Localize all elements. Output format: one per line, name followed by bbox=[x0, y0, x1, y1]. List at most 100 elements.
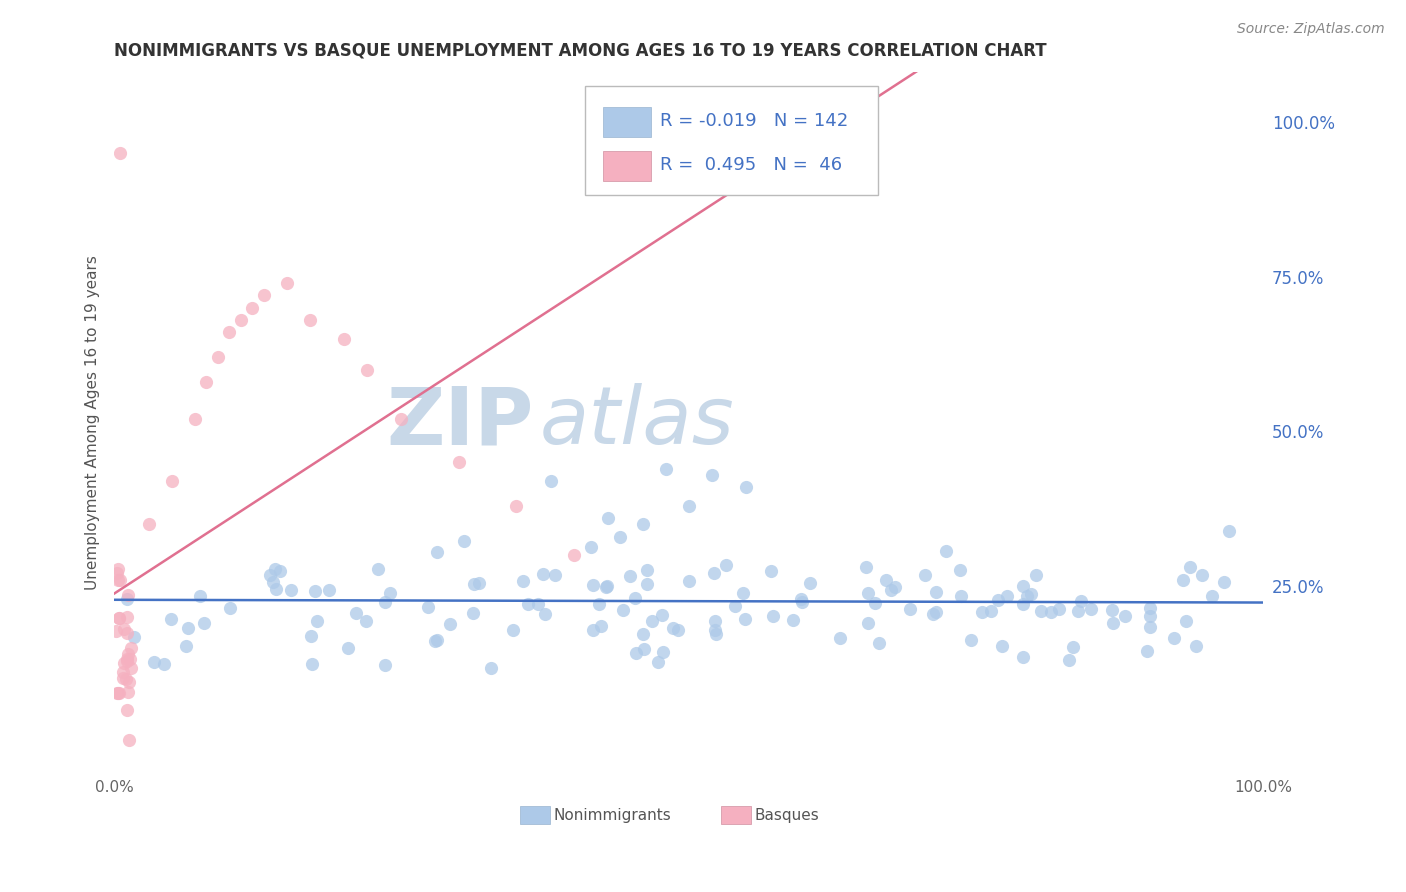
Point bbox=[115, 610, 138, 624]
Point bbox=[1178, 560, 1201, 574]
Point bbox=[987, 593, 1010, 607]
Point bbox=[516, 597, 538, 611]
Point bbox=[276, 276, 298, 290]
Point bbox=[526, 598, 548, 612]
Point bbox=[1017, 589, 1039, 603]
Point bbox=[735, 480, 758, 494]
Point bbox=[1012, 579, 1035, 593]
Point bbox=[108, 610, 131, 624]
Point bbox=[1039, 605, 1062, 619]
Point bbox=[318, 583, 340, 598]
Text: Source: ZipAtlas.com: Source: ZipAtlas.com bbox=[1237, 22, 1385, 37]
Point bbox=[1019, 586, 1042, 600]
Y-axis label: Unemployment Among Ages 16 to 19 years: Unemployment Among Ages 16 to 19 years bbox=[86, 255, 100, 590]
Point bbox=[703, 623, 725, 637]
Point bbox=[118, 652, 141, 666]
Point bbox=[1175, 614, 1198, 628]
Point bbox=[105, 686, 128, 700]
Point bbox=[633, 642, 655, 657]
Point bbox=[107, 686, 129, 700]
Point bbox=[108, 573, 131, 587]
Point bbox=[782, 613, 804, 627]
Point bbox=[830, 631, 852, 645]
Point bbox=[647, 655, 669, 669]
Point bbox=[678, 499, 700, 513]
Point bbox=[423, 634, 446, 648]
Point bbox=[856, 615, 879, 630]
Point bbox=[112, 672, 135, 686]
Point bbox=[120, 640, 142, 655]
Point bbox=[678, 574, 700, 588]
Point bbox=[138, 517, 160, 532]
Point bbox=[142, 655, 165, 669]
Point bbox=[505, 499, 527, 513]
Point bbox=[380, 586, 402, 600]
Point bbox=[579, 541, 602, 555]
Point bbox=[734, 612, 756, 626]
Point bbox=[534, 607, 557, 621]
Point bbox=[305, 614, 328, 628]
Point bbox=[991, 640, 1014, 654]
Point bbox=[1029, 604, 1052, 618]
Point bbox=[879, 582, 901, 597]
Point bbox=[631, 517, 654, 532]
Point bbox=[374, 658, 396, 673]
Point bbox=[1047, 601, 1070, 615]
Point bbox=[374, 595, 396, 609]
Point bbox=[152, 657, 174, 671]
Point bbox=[183, 412, 205, 426]
Point bbox=[704, 627, 727, 641]
Point bbox=[426, 545, 449, 559]
Point bbox=[301, 657, 323, 671]
Point bbox=[105, 566, 128, 580]
Point bbox=[980, 604, 1002, 618]
Point bbox=[914, 568, 936, 582]
FancyBboxPatch shape bbox=[603, 152, 651, 181]
Point bbox=[447, 455, 470, 469]
Point bbox=[264, 582, 287, 597]
Point bbox=[426, 633, 449, 648]
Point bbox=[354, 614, 377, 628]
Point bbox=[117, 647, 139, 661]
FancyBboxPatch shape bbox=[520, 806, 550, 824]
Point bbox=[280, 583, 302, 598]
Point bbox=[624, 646, 647, 660]
Point bbox=[122, 630, 145, 644]
Point bbox=[1139, 620, 1161, 634]
Point bbox=[333, 332, 356, 346]
Point bbox=[1173, 573, 1195, 587]
Point bbox=[117, 588, 139, 602]
Point bbox=[298, 313, 321, 327]
Point bbox=[540, 474, 562, 488]
Point bbox=[935, 544, 957, 558]
Text: R =  0.495   N =  46: R = 0.495 N = 46 bbox=[659, 156, 842, 175]
Point bbox=[703, 566, 725, 581]
Point bbox=[269, 564, 291, 578]
Point bbox=[252, 288, 274, 302]
Point bbox=[883, 581, 905, 595]
Point bbox=[367, 562, 389, 576]
Point bbox=[1135, 644, 1157, 658]
Point bbox=[112, 623, 135, 637]
Point bbox=[1139, 601, 1161, 615]
Point bbox=[588, 597, 610, 611]
Point bbox=[619, 568, 641, 582]
Point bbox=[582, 623, 605, 637]
Point bbox=[1070, 594, 1092, 608]
Point bbox=[112, 656, 135, 670]
Point bbox=[1184, 639, 1206, 653]
Point bbox=[115, 652, 138, 666]
Point bbox=[463, 606, 485, 620]
Point bbox=[609, 530, 631, 544]
Point bbox=[668, 624, 690, 638]
Point bbox=[759, 564, 782, 578]
Point bbox=[995, 589, 1018, 603]
Point bbox=[1080, 602, 1102, 616]
Point bbox=[117, 703, 139, 717]
Point bbox=[790, 592, 813, 607]
Point bbox=[612, 603, 634, 617]
Point bbox=[1213, 574, 1236, 589]
Point bbox=[304, 584, 326, 599]
Point bbox=[1024, 567, 1046, 582]
Point bbox=[229, 313, 252, 327]
